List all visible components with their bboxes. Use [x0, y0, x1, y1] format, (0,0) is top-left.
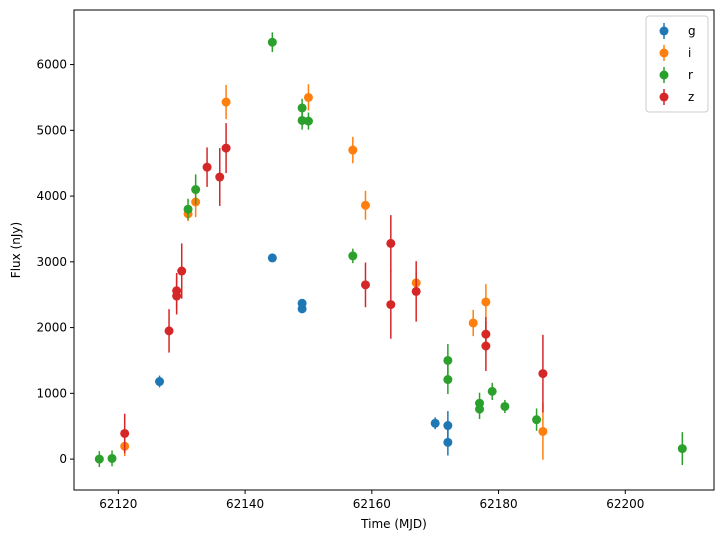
data-point [155, 377, 165, 387]
y-tick-label: 5000 [36, 123, 67, 137]
data-point [297, 103, 307, 113]
data-point [303, 92, 313, 102]
data-point [677, 444, 687, 454]
x-axis-label: Time (MJD) [360, 517, 427, 531]
data-point [411, 286, 421, 296]
data-point [360, 280, 370, 290]
data-point [487, 386, 497, 396]
data-point [500, 401, 510, 411]
y-tick-label: 4000 [36, 189, 67, 203]
data-point [443, 355, 453, 365]
legend-frame [645, 15, 709, 113]
legend-marker [659, 48, 669, 58]
legend-label: r [688, 68, 693, 82]
data-point [94, 454, 104, 464]
data-point [267, 253, 277, 263]
y-tick-label: 6000 [36, 58, 67, 72]
y-tick-label: 0 [59, 452, 67, 466]
data-point [538, 369, 548, 379]
legend-marker [659, 70, 669, 80]
data-point [164, 326, 174, 336]
legend-marker [659, 92, 669, 102]
data-point [430, 418, 440, 428]
x-tick-label: 62140 [226, 497, 264, 511]
legend-label: i [688, 46, 691, 60]
data-point [267, 37, 277, 47]
data-point [481, 297, 491, 307]
series-z [120, 123, 548, 454]
legend-marker [659, 26, 669, 36]
y-tick-label: 1000 [36, 386, 67, 400]
data-point [215, 172, 225, 182]
y-axis: 0 1000 2000 3000 4000 5000 6000 [36, 58, 74, 466]
legend-label: g [688, 24, 696, 38]
data-point [443, 375, 453, 385]
data-point [386, 238, 396, 248]
data-point [303, 116, 313, 126]
data-point [443, 421, 453, 431]
data-point [481, 341, 491, 351]
data-point [360, 200, 370, 210]
y-axis-label: Flux (nJy) [9, 222, 23, 278]
data-point [120, 428, 130, 438]
data-point [532, 415, 542, 425]
x-tick-label: 62120 [99, 497, 137, 511]
data-point [468, 318, 478, 328]
data-point [107, 453, 117, 463]
data-point [183, 204, 193, 214]
data-point [348, 251, 358, 261]
x-axis: 62120 62140 62160 62180 62200 [99, 490, 644, 511]
x-tick-label: 62160 [353, 497, 391, 511]
data-marks [94, 32, 687, 467]
data-point [202, 162, 212, 172]
data-point [221, 97, 231, 107]
data-point [221, 143, 231, 153]
x-tick-label: 62180 [479, 497, 517, 511]
data-point [348, 145, 358, 155]
series-g [155, 253, 453, 456]
y-tick-label: 2000 [36, 321, 67, 335]
data-point [386, 300, 396, 310]
plot-frame [73, 9, 715, 491]
legend-label: z [688, 90, 694, 104]
y-tick-label: 3000 [36, 255, 67, 269]
data-point [172, 291, 182, 301]
data-point [538, 426, 548, 436]
data-point [475, 404, 485, 414]
x-tick-label: 62200 [606, 497, 644, 511]
data-point [177, 266, 187, 276]
data-point [297, 304, 307, 314]
data-point [443, 437, 453, 447]
data-point [191, 185, 201, 195]
series-r [94, 32, 687, 467]
